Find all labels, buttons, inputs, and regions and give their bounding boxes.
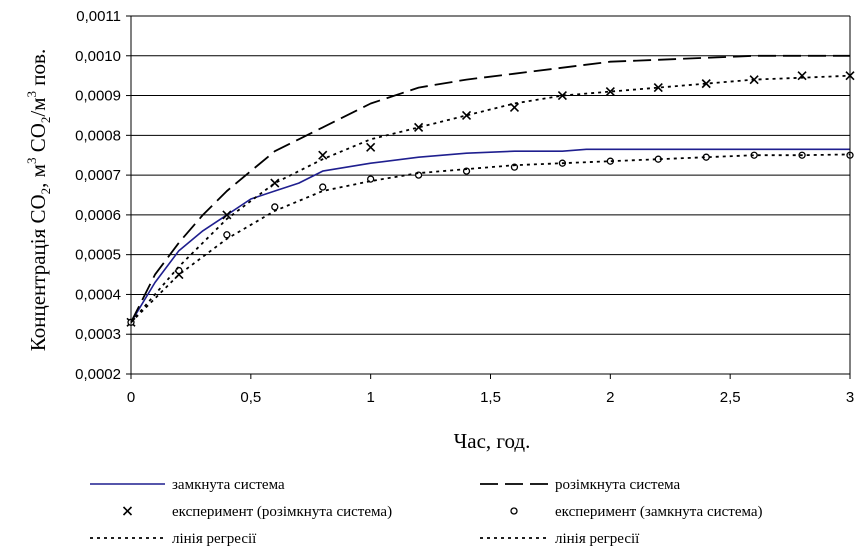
legend-label: експеримент (розімкнута система) — [172, 504, 392, 520]
axes: 0,0002 0,0003 0,0004 0,0005 0,0006 0,0007 0,00… — [75, 8, 854, 406]
gridlines — [131, 15, 850, 375]
series-0-line — [130, 148, 850, 323]
series-3-markers — [127, 151, 854, 326]
data-point-x — [701, 79, 711, 89]
data-point-x — [366, 142, 376, 152]
series-4-line — [130, 74, 851, 323]
legend-label: експеримент (замкнута система) — [555, 504, 763, 520]
y-tick-label: 0,0011 — [76, 8, 121, 25]
series-1-line — [130, 54, 850, 323]
legend-item: лінія регресії — [90, 531, 257, 547]
legend-label: розімкнута система — [555, 477, 680, 493]
x-tick-label: 3 — [846, 389, 854, 406]
legend-label: замкнута система — [172, 477, 285, 493]
y-axis-title-sup2: 3 — [24, 91, 39, 98]
y-tick-label: 0,0003 — [75, 326, 121, 343]
x-tick-label: 0,5 — [240, 389, 261, 406]
y-axis-title-sup1: 3 — [24, 158, 39, 165]
data-point-circle — [319, 183, 327, 191]
data-point-circle — [223, 231, 231, 239]
legend-item: експеримент (замкнута система) — [510, 504, 763, 520]
data-point-x — [653, 83, 663, 93]
y-tick-label: 0,0007 — [75, 167, 121, 184]
x-tick-label: 1,5 — [480, 389, 501, 406]
data-point-x — [509, 102, 520, 113]
legend-marker-circle — [510, 507, 518, 515]
y-tick-label: 0,0009 — [75, 88, 121, 105]
x-tick-label: 2,5 — [720, 389, 741, 406]
legend: замкнута система розімкнута система експер… — [90, 477, 763, 547]
y-axis-title-sub: 2 — [38, 188, 53, 195]
y-tick-label: 0,0010 — [75, 48, 121, 65]
legend-item: замкнута система — [90, 477, 285, 493]
y-axis-title-mid3: /м — [26, 97, 50, 116]
data-point-x — [557, 90, 567, 101]
y-tick-label: 0,0002 — [75, 366, 121, 383]
x-tick-label: 2 — [606, 389, 614, 406]
y-axis-title-mid2: СО — [26, 123, 50, 157]
legend-item: розімкнута система — [480, 477, 680, 493]
data-point-x — [605, 87, 615, 97]
y-axis-title-prefix: Концентрація СО — [26, 194, 50, 351]
y-tick-label: 0,0006 — [75, 207, 121, 224]
legend-marker-x — [122, 506, 133, 516]
data-point-x — [318, 150, 328, 160]
y-tick-label: 0,0005 — [75, 247, 121, 264]
series-5-line — [130, 153, 851, 323]
y-axis-title: Концентрація СО2, м3 СО2/м3 пов. — [24, 49, 53, 351]
data-point-circle — [271, 203, 279, 211]
y-axis-title-suffix: пов. — [26, 49, 50, 91]
legend-item: лінія регресії — [480, 531, 640, 547]
x-axis-title: Час, год. — [454, 429, 531, 453]
y-tick-label: 0,0008 — [75, 127, 121, 144]
y-axis-title-sub2: 2 — [38, 117, 53, 124]
data-point-x — [797, 71, 807, 81]
y-tick-label: 0,0004 — [75, 286, 121, 303]
data-point-x — [414, 122, 424, 132]
x-tick-label: 1 — [366, 389, 374, 406]
series-layer — [126, 54, 855, 327]
x-tick-label: 0 — [127, 389, 135, 406]
data-point-x — [461, 110, 472, 121]
legend-item: експеримент (розімкнута система) — [122, 504, 392, 520]
legend-label: лінія регресії — [172, 531, 257, 547]
data-point-x — [222, 210, 232, 220]
legend-label: лінія регресії — [555, 531, 640, 547]
y-axis-title-mid: , м — [26, 164, 50, 188]
